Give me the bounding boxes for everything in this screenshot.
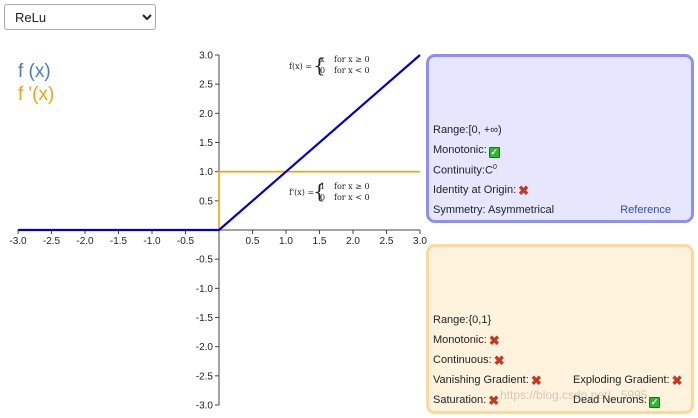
x-tick-label: 1.0 [279,236,293,247]
y-tick-label: 2.5 [199,80,213,91]
formula-fp-case1-cond: for x ≥ 0 [334,182,370,191]
x-tick-label: -3.0 [9,236,27,247]
x-tick-label: 2.0 [346,236,360,247]
formula-fp-case2-expr: 0 [320,193,325,202]
x-axis-ticks: -3.0 -2.5 -2.0 -1.5 -1.0 -0.5 0.5 1.0 1.5 2.0 2.5 3… [9,230,427,247]
identity-label: Identity at Origin: [433,184,517,196]
deriv-range-label: Range: [433,314,469,326]
symmetry-label: Symmetry: [433,204,486,216]
deriv-monotonic-row: Monotonic: ✖ [433,333,500,348]
deriv-continuous-row: Continuous: ✖ [433,353,505,368]
saturation-row: Saturation: ✖ [433,393,500,408]
identity-row: Identity at Origin: ✖ [433,183,530,198]
formula-fp-case2-cond: for x < 0 [334,193,370,202]
deriv-continuous-label: Continuous: [433,354,492,366]
deriv-range-value: {0,1} [468,314,492,326]
function-properties-panel: Range:[0, +∞) Monotonic: ✓ Continuity:C0 … [426,54,694,223]
cross-icon: ✖ [488,333,500,348]
y-axis-ticks: 3.0 2.5 2.0 1.5 1.0 0.5 -0.5 -1.0 -1.5 -2.0 -2.5 -3… [196,51,219,412]
check-icon: ✓ [649,397,660,408]
deriv-monotonic-label: Monotonic: [433,334,487,346]
dead-neurons-label: Dead Neurons: [573,394,647,406]
y-tick-label: -3.0 [196,401,214,412]
legend-fprime-label: f '(x) [18,84,55,105]
formula-f-brace: { [313,53,326,77]
y-tick-label: 0.5 [199,196,213,207]
y-tick-label: -2.0 [196,342,214,353]
y-tick-label: -1.0 [196,284,214,295]
vanishing-gradient-row: Vanishing Gradient: ✖ [433,373,542,388]
formula-f-lhs: f(x) = [289,62,312,71]
x-tick-label: -2.5 [43,236,61,247]
reference-link[interactable]: Reference [620,204,671,216]
activation-function-select[interactable]: ReLu [4,4,156,30]
x-tick-label: -2.0 [76,236,94,247]
formula-fp-lhs: f'(x) = [289,188,314,197]
formula-fp-case1-expr: 1 [320,182,325,191]
formula-f-case1-cond: for x ≥ 0 [334,55,370,64]
formula-f-case1-expr: x [320,55,325,64]
y-tick-label: 3.0 [199,51,213,62]
x-tick-label: 2.5 [380,236,394,247]
monotonic-label: Monotonic: [433,144,487,156]
cross-icon: ✖ [518,183,530,198]
saturation-label: Saturation: [433,394,487,406]
x-tick-label: -0.5 [177,236,195,247]
continuity-row: Continuity:C0 [433,164,497,177]
x-tick-label: -1.0 [143,236,161,247]
formula-fprime: f'(x) = { 1 for x ≥ 0 0 for x < 0 [289,179,370,203]
formula-f-case2-cond: for x < 0 [334,66,370,75]
derivative-properties-panel: Range:{0,1} Monotonic: ✖ Continuous: ✖ Van… [426,244,694,414]
exploding-gradient-label: Exploding Gradient: [573,374,670,386]
y-tick-label: -2.5 [196,371,214,382]
cross-icon: ✖ [530,373,542,388]
cross-icon: ✖ [671,373,683,388]
continuity-label: Continuity: [433,164,485,177]
continuity-sup: 0 [492,164,497,171]
y-tick-label: 1.5 [199,138,213,149]
function-line [18,54,421,232]
exploding-gradient-row: Exploding Gradient: ✖ [573,373,683,388]
range-label: Range: [433,124,469,136]
x-tick-label: 1.5 [313,236,327,247]
series-lines [18,54,421,232]
x-tick-label: 0.5 [246,236,260,247]
symmetry-row: Symmetry: Asymmetrical [433,204,554,216]
monotonic-row: Monotonic: ✓ [433,144,500,158]
dead-neurons-row: Dead Neurons: ✓ [573,394,660,408]
x-tick-label: -1.5 [110,236,128,247]
vanishing-gradient-label: Vanishing Gradient: [433,374,529,386]
cross-icon: ✖ [488,393,500,408]
y-tick-label: 2.0 [199,109,213,120]
formula-f-case2-expr: 0 [320,66,325,75]
watermark-text: https://blog.csdn.net/...5995 [500,388,648,402]
x-tick-label: 3.0 [413,236,427,247]
cross-icon: ✖ [493,353,505,368]
legend-f-label: f (x) [18,61,51,82]
continuity-value: C [484,164,493,177]
formula-f: f(x) = { x for x ≥ 0 0 for x < 0 [289,53,370,77]
range-value: [0, +∞) [468,124,502,136]
symmetry-value: Asymmetrical [488,204,555,216]
y-tick-label: -0.5 [196,255,214,266]
check-icon: ✓ [488,147,500,158]
y-tick-label: -1.5 [196,313,214,324]
range-row: Range:[0, +∞) [433,124,502,136]
formula-fp-brace: { [313,179,326,203]
y-tick-label: 1.0 [199,167,213,178]
deriv-range-row: Range:{0,1} [433,314,491,326]
